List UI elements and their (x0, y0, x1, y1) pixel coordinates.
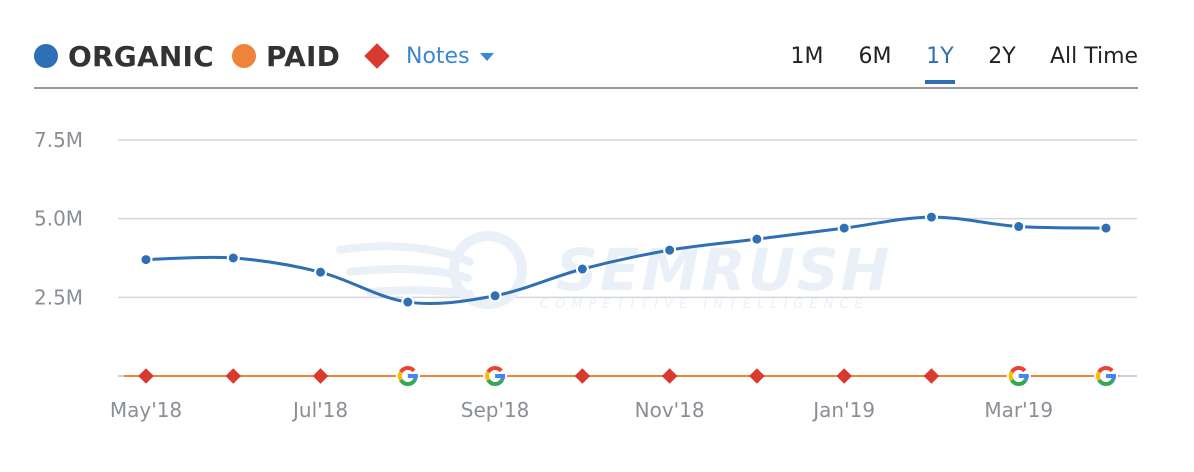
watermark-title: SEMRUSH (556, 236, 891, 304)
organic-data-point[interactable] (924, 210, 938, 224)
y-axis-labels: 7.5M 5.0M 2.5M (34, 128, 83, 309)
x-tick-label: Nov'18 (635, 398, 705, 422)
legend-organic[interactable]: ORGANIC (34, 36, 214, 76)
google-arc-green (399, 378, 417, 386)
google-bar-blue (1018, 374, 1029, 378)
organic-dot-icon (34, 44, 58, 68)
google-arc-green (1097, 378, 1115, 386)
google-arc-red (399, 366, 416, 374)
watermark-logo-icon (449, 231, 527, 309)
tab-6m[interactable]: 6M (858, 44, 892, 69)
x-tick-label: Sep'18 (461, 398, 530, 422)
note-marker-icon[interactable] (225, 368, 242, 384)
organic-data-point[interactable] (575, 262, 589, 276)
google-bar-blue (495, 374, 506, 378)
note-marker-icon[interactable] (661, 368, 678, 384)
organic-data-point[interactable] (314, 265, 328, 279)
y-tick-label: 7.5M (34, 128, 83, 152)
legend-organic-label: ORGANIC (68, 39, 214, 73)
semrush-watermark: SEMRUSH COMPETITIVE INTELLIGENCE (336, 231, 891, 312)
y-tick-label: 5.0M (34, 207, 83, 231)
tab-all-time[interactable]: All Time (1049, 44, 1139, 69)
x-tick-label: Jan'19 (811, 398, 875, 422)
organic-data-point[interactable] (837, 221, 851, 235)
note-marker-icon[interactable] (923, 368, 940, 384)
watermark-subtitle: COMPETITIVE INTELLIGENCE (540, 297, 869, 312)
chevron-down-icon (479, 53, 494, 61)
google-update-icon[interactable] (1094, 364, 1118, 388)
google-arc-green (1010, 378, 1028, 386)
watermark-swoosh-icon (336, 242, 474, 298)
legend-paid-label: PAID (266, 39, 341, 73)
tab-1y[interactable]: 1Y (926, 44, 954, 69)
note-markers (138, 364, 1118, 388)
google-arc-yellow (1096, 371, 1101, 381)
note-marker-icon[interactable] (749, 368, 765, 384)
header-divider (34, 87, 1138, 89)
google-arc-green (486, 378, 504, 386)
google-bar-blue (1106, 374, 1116, 378)
x-tick-label: Jul'18 (291, 398, 348, 422)
legend-paid[interactable]: PAID (232, 36, 340, 76)
google-update-icon[interactable] (483, 364, 508, 388)
google-arc-yellow (485, 371, 491, 381)
note-marker-icon[interactable] (138, 368, 154, 384)
note-marker-icon[interactable] (836, 368, 852, 384)
note-marker-icon[interactable] (312, 368, 329, 384)
organic-data-point[interactable] (401, 295, 415, 309)
organic-data-point[interactable] (750, 232, 764, 246)
tab-1m[interactable]: 1M (790, 44, 824, 69)
x-tick-label: May'18 (110, 398, 182, 422)
tab-2y[interactable]: 2Y (988, 44, 1016, 69)
x-tick-label: Mar'19 (984, 398, 1053, 422)
google-arc-red (1097, 366, 1114, 374)
google-arc-yellow (1008, 371, 1014, 381)
active-tab-indicator (925, 80, 955, 84)
google-arc-red (1010, 366, 1027, 374)
notes-label: Notes (406, 43, 470, 69)
organic-data-point[interactable] (488, 289, 502, 303)
organic-data-point[interactable] (663, 243, 677, 257)
chart-header: ORGANIC PAID Notes 1M 6M 1Y 2Y All Time (0, 0, 1194, 88)
note-marker-icon[interactable] (574, 368, 591, 384)
google-arc-red (486, 366, 503, 374)
google-update-icon[interactable] (1006, 364, 1031, 388)
series-points (139, 210, 1113, 309)
organic-data-point[interactable] (1012, 220, 1026, 234)
google-bar-blue (407, 374, 418, 378)
y-tick-label: 2.5M (34, 285, 83, 309)
paid-dot-icon (232, 44, 256, 68)
organic-data-point[interactable] (1099, 221, 1113, 235)
organic-data-point[interactable] (226, 251, 240, 265)
notes-dropdown[interactable]: Notes (364, 36, 494, 76)
google-arc-yellow (397, 371, 403, 381)
organic-data-point[interactable] (139, 253, 153, 267)
google-update-icon[interactable] (395, 364, 420, 388)
organic-series-line (145, 215, 1107, 305)
x-axis-labels: May'18 Jul'18 Sep'18 Nov'18 Jan'19 Mar'19 (110, 398, 1053, 422)
series-lines (124, 215, 1119, 377)
